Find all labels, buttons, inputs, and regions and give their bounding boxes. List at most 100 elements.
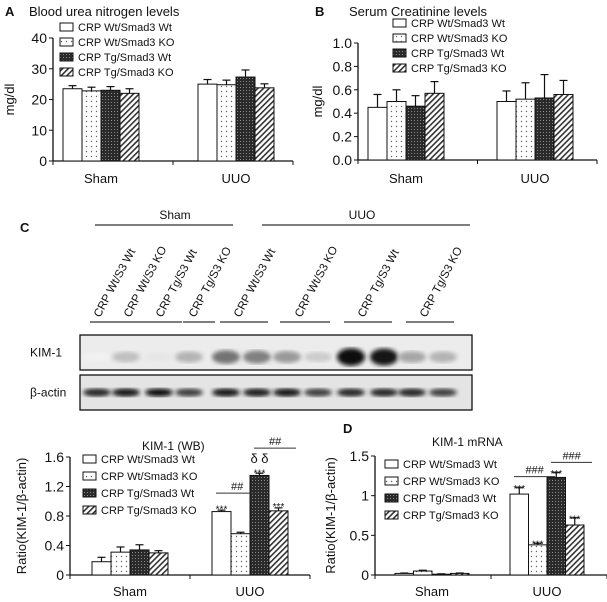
bar [405,105,426,161]
bar [565,524,585,576]
legend-swatch [59,52,74,62]
y-tick-label: 1.0 [333,35,353,51]
panel-letter: D [343,421,352,436]
blot-band [112,351,140,363]
bar [254,87,275,162]
y-tick-label: 0 [56,567,64,583]
legend-label: CRP Wt/Smad3 Wt [411,18,505,30]
significance-mark: *** [216,504,228,515]
chart-wb: KIM-1 (WB) 0 0.4 0.8 1.2 1.6 Ratio(KIM-1/β-act… [14,436,311,599]
legend-label: CRP Wt/Smad3 Wt [78,22,172,34]
blot-band [337,348,365,366]
significance-mark: *** [254,468,266,479]
significance-mark: *** [569,514,581,525]
blot-band [243,350,271,364]
y-axis-label: Ratio(KIM-1/β-actin) [323,457,338,574]
legend-label: CRP Tg/Smad3 KO [78,67,174,79]
blot-band [175,388,203,397]
x-category-label: UUO [533,584,562,599]
y-tick-label: 20 [31,92,47,108]
blot-row-label: β-actin [30,386,66,400]
significance-mark: *** [532,540,544,551]
legend-label: CRP Tg/Smad3 Wt [403,493,496,505]
bar [413,570,433,576]
bar [431,573,451,576]
blot-band [429,388,457,397]
legend-label: CRP Tg/Smad3 KO [411,63,507,75]
legend-swatch [392,33,407,43]
blot-band [398,388,426,397]
bar [546,476,566,576]
y-tick-label: 10 [31,122,47,138]
y-axis-label: mg/dl [2,83,17,115]
legend-label: CRP Wt/Smad3 KO [411,33,508,45]
blot-band [145,388,173,397]
bar [91,561,112,576]
bar [81,90,102,162]
panel-letter: A [5,4,15,19]
blot-strip-1 [79,374,473,411]
legend-swatch [384,493,399,503]
blot-band [243,388,271,397]
y-tick-label: 0 [361,567,369,583]
chart-title: KIM-1 mRNA [432,435,503,449]
legend-label: CRP Wt/Smad3 Wt [403,459,497,471]
y-tick-label: 40 [31,30,47,46]
y-tick-label: 0.6 [333,82,353,98]
lane-label: CRP Wt/S3 Wt [232,246,279,319]
x-category-label: UUO [222,171,251,186]
bar [211,511,232,576]
legend-label: CRP Wt/Smad3 Wt [101,454,195,466]
bar [197,83,218,162]
blot-band [429,351,457,363]
y-axis-label: mg/dl [310,85,325,117]
bar [62,88,83,162]
blot-band [370,348,398,366]
bar [235,76,256,162]
blot-band [370,388,398,397]
y-tick-label: 0 [39,153,47,169]
blot-band [83,388,111,397]
legend-label: CRP Wt/Smad3 KO [403,476,500,488]
y-tick-label: 0.2 [333,129,353,145]
blot-band [175,351,203,363]
legend-swatch [384,459,399,469]
bar [110,551,131,576]
bar [509,493,529,576]
blot-group-label: UUO [349,208,376,222]
significance-mark: δ δ [250,451,268,466]
y-tick-label: 0.4 [45,538,65,554]
bar [119,92,140,162]
blot-strip-0 [79,334,473,371]
blot-row-label: KIM-1 [30,346,62,360]
legend-swatch [392,63,407,73]
legend-swatch [384,476,399,486]
chart-title: KIM-1 (WB) [142,439,205,453]
bar [534,97,555,161]
bar [386,101,407,161]
x-category-label: Sham [113,584,147,599]
blot-band [212,350,240,364]
legend-label: CRP Tg/Smad3 Wt [101,488,194,500]
bar [450,572,470,576]
legend-swatch [59,67,74,77]
y-axis-label: Ratio(KIM-1/β-actin) [14,458,29,575]
legend-label: CRP Wt/Smad3 KO [101,471,198,483]
blot-band [273,351,301,363]
legend-swatch [82,471,97,481]
lane-label: CRP Tg/S3 KO [418,245,465,319]
panel-letter: C [20,220,30,235]
y-tick-label: 1.5 [350,448,370,464]
y-tick-label: 0.8 [333,58,353,74]
bar [230,533,251,576]
significance-mark: *** [273,502,285,513]
x-category-label: Sham [84,171,118,186]
chart-b: B Serum Creatinine levels 0.0 0.2 0.4 0.6 0.8 1… [310,4,598,186]
x-category-label: UUO [521,171,550,186]
y-tick-label: 0.5 [350,527,370,543]
x-category-label: Sham [415,584,449,599]
comparison-mark: ### [525,465,544,477]
y-tick-label: 0.8 [45,508,65,524]
legend-label: CRP Wt/Smad3 KO [78,37,175,49]
